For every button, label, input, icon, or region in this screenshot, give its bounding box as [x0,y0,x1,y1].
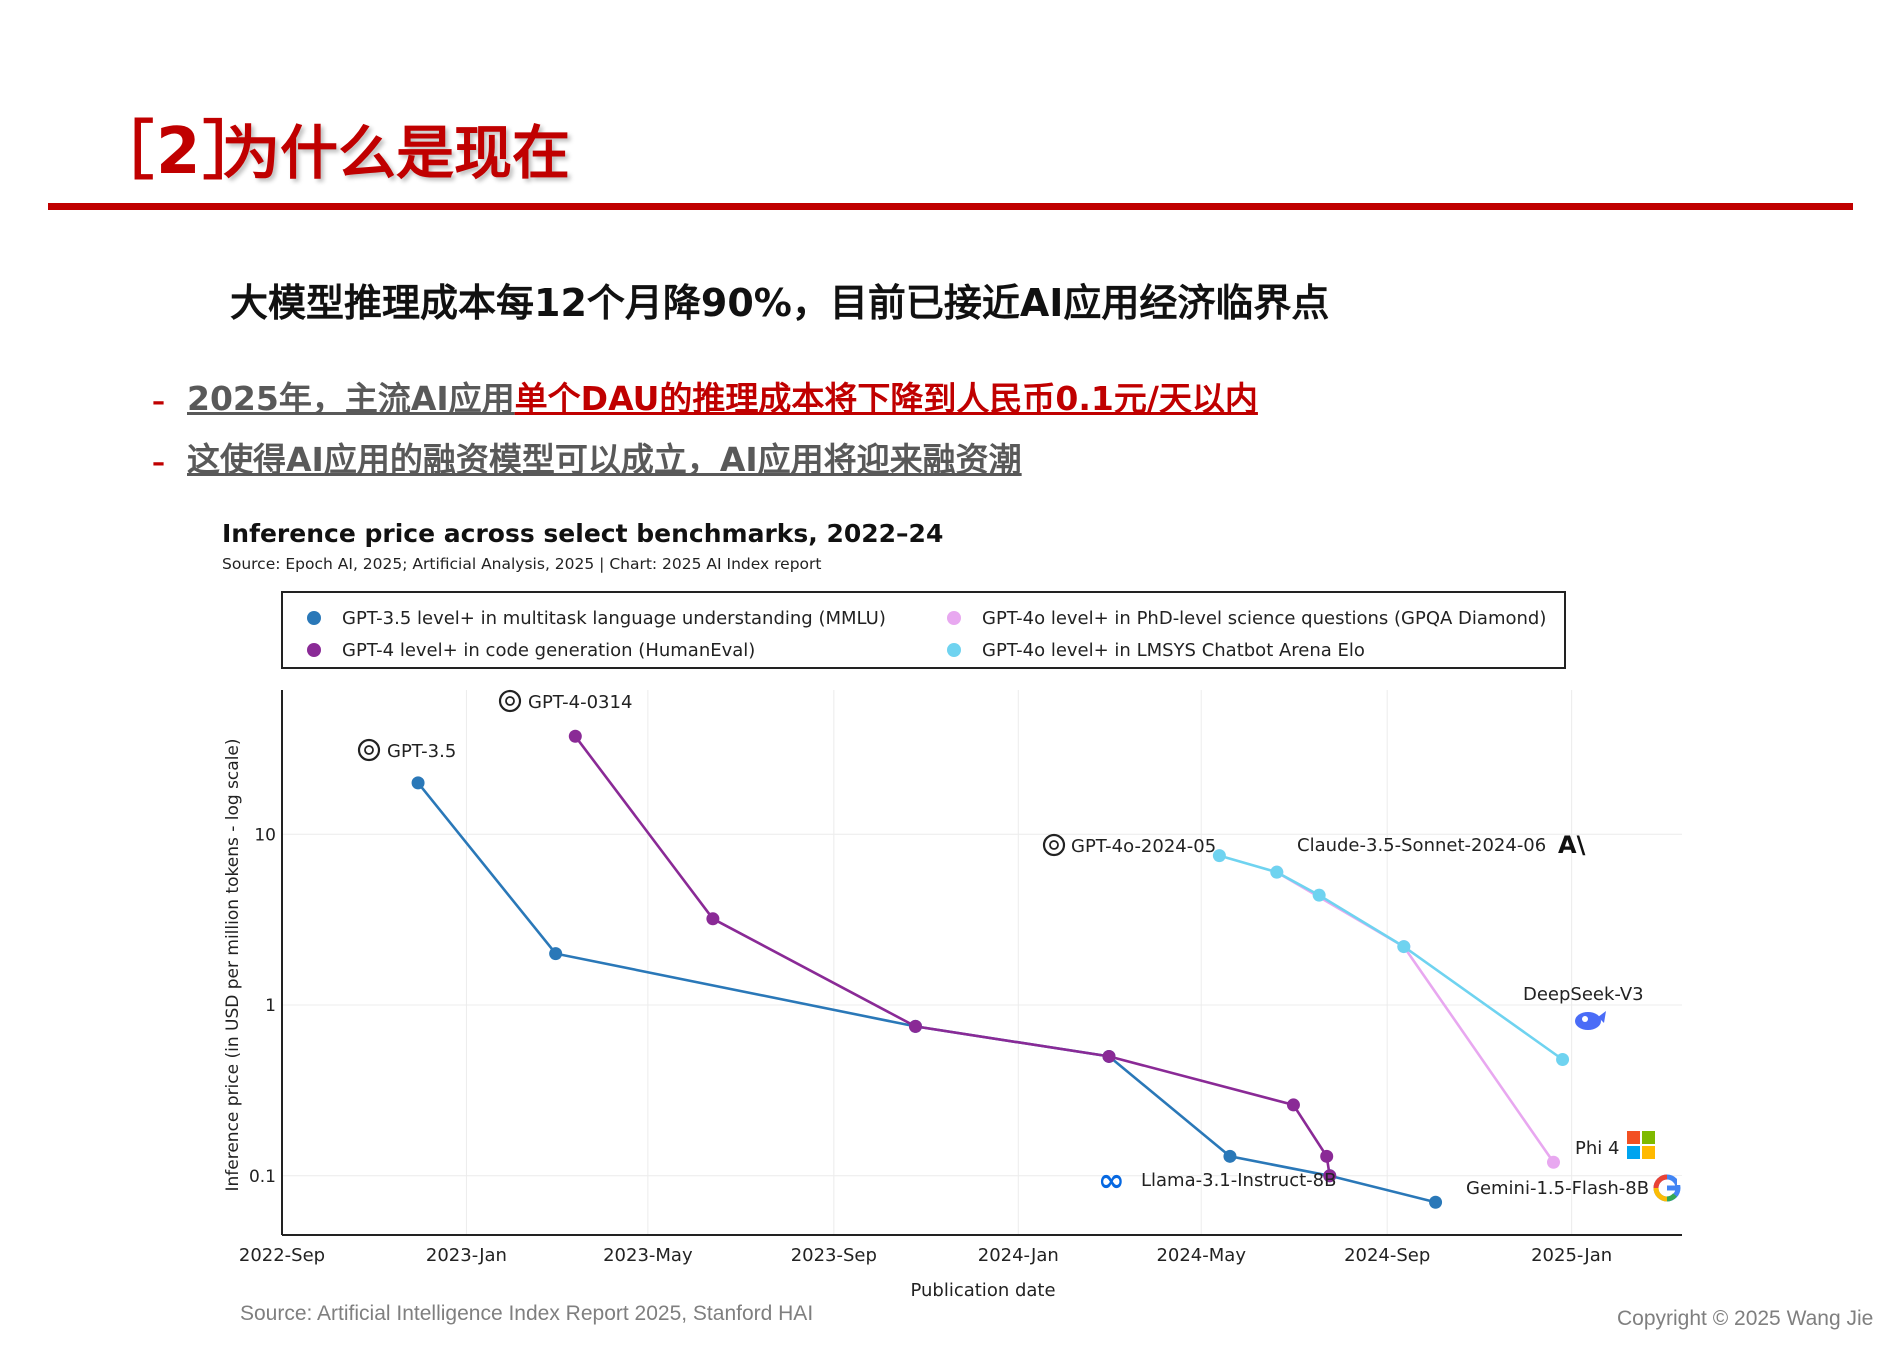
x-tick-label: 2023-May [603,1245,693,1266]
chart-grid [281,690,1682,1235]
legend-label: GPT-4 level+ in code generation (HumanEv… [342,640,755,661]
data-point [1270,865,1284,879]
annotation-label: DeepSeek-V3 [1523,984,1644,1005]
legend-marker [947,643,961,657]
data-point [1429,1195,1443,1209]
annotation-phi4: Phi 4 [1575,1131,1655,1159]
data-point [1320,1149,1334,1163]
annotation-llama: ∞ Llama-3.1-Instruct-8B [1098,1161,1336,1199]
x-tick-label: 2024-May [1156,1245,1246,1266]
y-tick-label: 0.1 [249,1167,276,1187]
data-point [1556,1052,1570,1066]
copyright: Copyright © 2025 Wang Jie [1617,1307,1874,1330]
data-point [1212,849,1226,863]
annotation-gpt4o: GPT-4o-2024-05 [1042,833,1216,857]
data-point [1286,1098,1300,1112]
google-icon [1653,1174,1683,1202]
data-point [1312,888,1326,902]
headline: 大模型推理成本每12个月降90%，目前已接近AI应用经济临界点 [230,281,1330,325]
y-tick-label: 1 [265,996,276,1016]
source-note: Source: Artificial Intelligence Index Re… [240,1302,814,1325]
annotation-label: GPT-3.5 [387,741,456,762]
openai-icon [357,738,381,762]
data-point [1102,1049,1116,1063]
openai-icon [1042,833,1066,857]
openai-icon [498,689,522,713]
legend-label: GPT-4o level+ in LMSYS Chatbot Arena Elo [982,640,1365,661]
annotation-label: Gemini-1.5-Flash-8B [1466,1178,1649,1199]
annotation-label: GPT-4-0314 [528,692,632,713]
x-tick-label: 2024-Sep [1344,1245,1430,1266]
legend-marker [947,611,961,625]
section-title: 为什么是现在 [222,119,571,187]
data-point [411,776,425,790]
annotation-deepseek: DeepSeek-V3 [1523,984,1644,1030]
annotation-gpt35: GPT-3.5 [357,738,456,762]
data-point [1323,1169,1337,1183]
data-point [549,947,563,961]
chart-subtitle: Source: Epoch AI, 2025; Artificial Analy… [222,555,821,573]
bullet-dash: – [152,387,165,417]
annotation-gpt4: GPT-4-0314 [498,689,632,713]
data-point [706,912,720,926]
annotation-label: GPT-4o-2024-05 [1071,836,1216,857]
legend-marker [307,643,321,657]
anthropic-icon: A\ [1558,831,1586,859]
series-line [417,782,1436,1204]
series-line [1219,854,1564,1061]
data-point [568,729,582,743]
bullet-dash: – [152,448,165,478]
bullet-text: 2025年，主流AI应用 [187,379,515,418]
data-point [1397,940,1411,954]
data-point [1546,1155,1560,1169]
y-axis-label: Inference price (in USD per million toke… [223,738,243,1191]
chart-points [411,729,1570,1209]
meta-icon: ∞ [1098,1161,1125,1199]
x-axis-label: Publication date [910,1280,1055,1301]
x-tick-label: 2023-Jan [426,1245,507,1266]
x-axis-ticks: 2022-Sep 2023-Jan 2023-May 2023-Sep 2024-Jan… [239,1245,1612,1266]
bullet-highlight: 单个DAU的推理成本将下降到人民币0.1元/天以内 [514,379,1258,418]
series-line [574,735,1331,1176]
bullet-item: –2025年，主流AI应用单个DAU的推理成本将下降到人民币0.1元/天以内 [152,372,1258,420]
microsoft-icon [1627,1131,1655,1159]
annotation-label: Llama-3.1-Instruct-8B [1141,1170,1336,1191]
legend-marker [307,611,321,625]
annotation-claude: Claude-3.5-Sonnet-2024-06 A\ [1297,831,1586,859]
data-point [1223,1149,1237,1163]
bullet-item: – 这使得AI应用的融资模型可以成立，AI应用将迎来融资潮 [152,433,1022,481]
section-number: ［2］ [90,115,269,189]
deepseek-whale-icon [1575,1011,1606,1030]
legend-label: GPT-4o level+ in PhD-level science quest… [982,608,1546,629]
y-tick-label: 10 [254,825,276,845]
series-line [1276,871,1555,1164]
header-rule [48,203,1853,210]
chart-legend: GPT-3.5 level+ in multitask language und… [307,608,1546,661]
chart-series [417,735,1564,1204]
chart-title: Inference price across select benchmarks… [222,519,943,548]
x-tick-label: 2024-Jan [978,1245,1059,1266]
data-point [908,1019,922,1033]
x-tick-label: 2025-Jan [1531,1245,1612,1266]
annotation-label: Claude-3.5-Sonnet-2024-06 [1297,835,1546,856]
x-tick-label: 2022-Sep [239,1245,325,1266]
x-tick-label: 2023-Sep [791,1245,877,1266]
annotation-gemini: Gemini-1.5-Flash-8B [1466,1174,1683,1202]
chart-legend-box [281,591,1566,669]
bullet-text: 这使得AI应用的融资模型可以成立，AI应用将迎来融资潮 [187,440,1022,479]
y-axis-ticks: 0.1 1 10 [249,825,276,1186]
annotation-label: Phi 4 [1575,1138,1619,1159]
legend-label: GPT-3.5 level+ in multitask language und… [342,608,886,629]
